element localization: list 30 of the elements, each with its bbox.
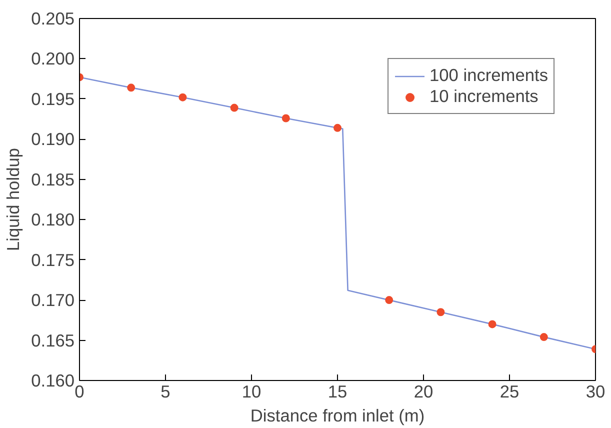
x-tick-label: 0 [74,382,84,402]
y-tick-label: 0.205 [31,8,75,28]
x-tick-label: 20 [414,382,434,402]
x-tick-label: 10 [242,382,262,402]
point [230,104,238,112]
y-tick-label: 0.170 [31,290,75,310]
legend-label: 10 increments [430,86,538,107]
y-tick-label: 0.180 [31,210,75,230]
point [488,320,496,328]
y-tick-label: 0.190 [31,129,75,150]
point [127,84,136,92]
x-tick-label: 30 [586,382,606,402]
point [178,93,187,102]
x-axis-title: Distance from inlet (m) [250,406,425,426]
point [282,114,290,122]
y-axis-title: Liquid holdup [3,148,24,252]
x-tick-label: 5 [160,382,170,402]
y-tick-label: 0.175 [31,250,75,270]
y-tick-label: 0.195 [31,88,75,109]
legend-label: 100 increments [430,65,548,86]
y-tick-label: 0.160 [31,370,75,390]
point [385,296,394,304]
y-tick-label: 0.165 [31,330,75,350]
point [334,124,342,132]
x-tick-label: 25 [500,382,520,402]
x-tick-label: 15 [328,382,348,402]
y-tick-label: 0.185 [31,169,75,190]
point [540,333,548,342]
y-tick-label: 0.200 [31,48,75,69]
point [436,308,445,316]
